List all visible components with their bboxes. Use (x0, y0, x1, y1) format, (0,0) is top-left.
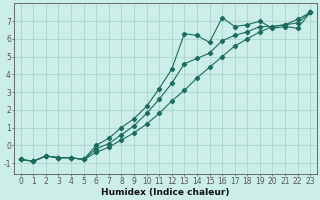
X-axis label: Humidex (Indice chaleur): Humidex (Indice chaleur) (101, 188, 230, 197)
